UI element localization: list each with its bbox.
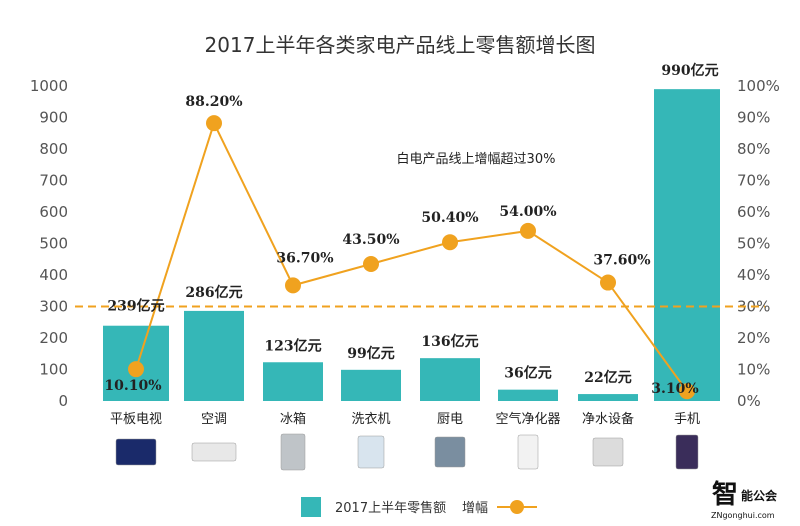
right-axis-tick: 40% [737, 266, 770, 284]
bar-value-label: 286亿元 [185, 284, 242, 301]
right-axis-tick: 90% [737, 109, 770, 127]
left-axis-tick: 300 [39, 298, 68, 316]
category-label: 空调 [201, 412, 227, 427]
legend-bar-label: 2017上半年零售额 [335, 500, 446, 516]
growth-point [520, 222, 536, 239]
left-axis-tick: 600 [39, 203, 68, 221]
left-axis-tick: 0 [58, 392, 68, 410]
growth-point [600, 274, 616, 291]
bar [498, 389, 558, 401]
bar [341, 369, 401, 401]
growth-point [442, 234, 458, 251]
logo-text: 能公会 [741, 488, 778, 503]
annotation: 白电产品线上增幅超过30% [397, 151, 556, 167]
category-label: 手机 [674, 412, 700, 427]
category-label: 厨电 [437, 412, 463, 427]
right-axis-tick: 70% [737, 172, 770, 190]
growth-point [128, 361, 144, 378]
growth-point [679, 383, 695, 400]
left-axis-tick: 800 [39, 140, 68, 158]
bar-value-label: 990亿元 [661, 62, 718, 79]
bar-value-label: 36亿元 [504, 365, 551, 382]
bar-value-label: 136亿元 [421, 333, 478, 350]
bar-value-label: 123亿元 [264, 337, 321, 354]
left-axis-tick: 1000 [30, 77, 68, 95]
category-label: 净水设备 [582, 411, 634, 427]
right-axis-tick: 80% [737, 140, 770, 158]
right-axis-tick: 20% [737, 329, 770, 347]
growth-value-label: 50.40% [421, 210, 478, 226]
left-axis-tick: 100 [39, 361, 68, 379]
legend-bar-swatch [301, 497, 321, 517]
bar [578, 394, 638, 401]
kitchen-appliance-icon [434, 436, 466, 468]
bar-value-label: 22亿元 [584, 369, 631, 386]
growth-value-label: 88.20% [185, 94, 242, 110]
right-axis-tick: 50% [737, 235, 770, 253]
bar-value-label: 239亿元 [107, 298, 164, 315]
growth-value-label: 10.10% [104, 378, 161, 394]
logo-char: 智 [712, 480, 738, 510]
category-label: 冰箱 [280, 411, 306, 427]
legend: 2017上半年零售额 增幅 [301, 497, 537, 517]
right-axis-tick: 100% [737, 77, 780, 95]
legend-line-marker [510, 500, 524, 514]
growth-line [135, 120, 688, 392]
legend-line-label: 增幅 [462, 501, 488, 516]
category-label: 平板电视 [110, 412, 162, 427]
left-axis-tick: 400 [39, 266, 68, 284]
bar [420, 358, 480, 401]
air-conditioner-icon [191, 442, 237, 462]
bar [654, 89, 720, 402]
category-label: 洗衣机 [351, 411, 390, 427]
growth-point [285, 277, 301, 294]
left-axis-tick: 500 [39, 235, 68, 253]
watermark-url: ZNgonghui.com [711, 511, 775, 520]
fridge-icon [280, 433, 306, 471]
left-axis-tick: 700 [39, 172, 68, 190]
chart-title: 2017上半年各类家电产品线上零售额增长图 [205, 33, 596, 57]
left-axis-tick: 900 [39, 109, 68, 127]
right-axis-tick: 60% [737, 203, 770, 221]
tv-icon [115, 438, 157, 466]
washing-machine-icon [357, 435, 385, 469]
growth-point [363, 255, 379, 272]
right-axis-tick: 10% [737, 361, 770, 379]
air-purifier-icon [517, 434, 539, 470]
bar [263, 362, 323, 401]
growth-value-label: 36.70% [276, 250, 333, 266]
watermark-logo: 智 能公会 ZNgonghui.com [711, 480, 778, 520]
category-label: 空气净化器 [495, 411, 560, 427]
growth-value-label: 54.00% [499, 204, 556, 220]
water-purifier-icon [592, 437, 624, 467]
growth-value-label: 43.50% [342, 232, 399, 248]
growth-value-label: 37.60% [593, 253, 650, 269]
growth-point [206, 115, 222, 132]
right-axis-tick: 0% [737, 392, 761, 410]
bar-value-label: 99亿元 [347, 345, 394, 362]
growth-value-label: 3.10% [651, 381, 698, 397]
phone-icon [675, 434, 699, 470]
bar [184, 310, 244, 401]
left-axis-tick: 200 [39, 329, 68, 347]
